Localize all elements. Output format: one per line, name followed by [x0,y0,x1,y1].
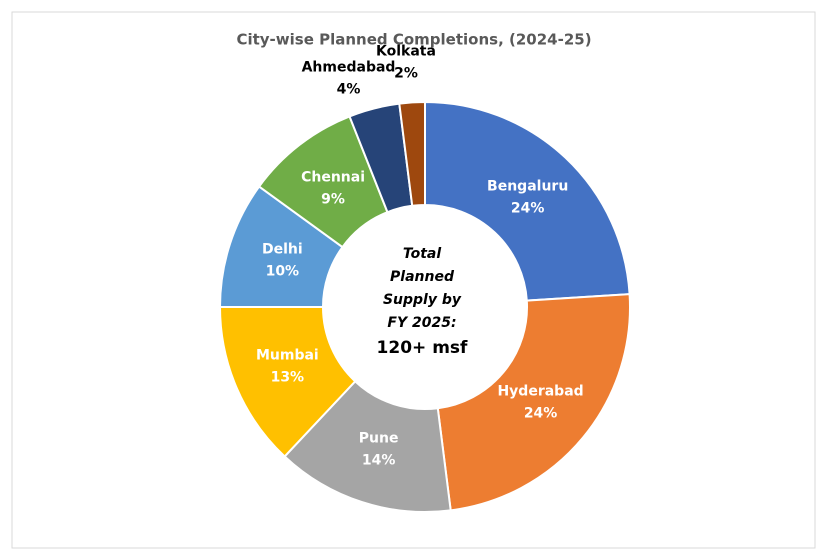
segment-value-label: 9% [321,191,345,207]
segment-label: Hyderabad [497,384,583,400]
segment-label: Mumbai [256,348,319,364]
donut-segment [283,379,452,513]
segment-value-label: 24% [524,406,558,422]
center-label: Total [403,246,442,262]
segment-label: Pune [359,431,399,447]
segment-label: Kolkata [376,43,436,59]
donut-segment [436,293,631,512]
donut-segment [218,306,357,458]
center-label: Planned [390,269,455,285]
center-label: FY 2025: [387,315,456,331]
segment-value-label: 10% [266,264,300,280]
segment-value-label: 14% [362,453,396,469]
segment-value-label: 2% [394,65,418,81]
segment-label: Bengaluru [487,179,568,195]
center-value: 120+ msf [377,338,468,358]
chart-title: City-wise Planned Completions, (2024-25) [236,31,591,49]
segment-value-label: 4% [337,82,361,98]
donut-segment [424,100,631,302]
segment-value-label: 13% [271,370,305,386]
donut-segment [398,100,426,207]
segment-value-label: 24% [511,201,545,217]
center-label: Supply by [383,292,462,308]
segment-label: Ahmedabad [302,60,396,76]
segment-label: Chennai [301,169,365,185]
segment-label: Delhi [262,242,303,258]
